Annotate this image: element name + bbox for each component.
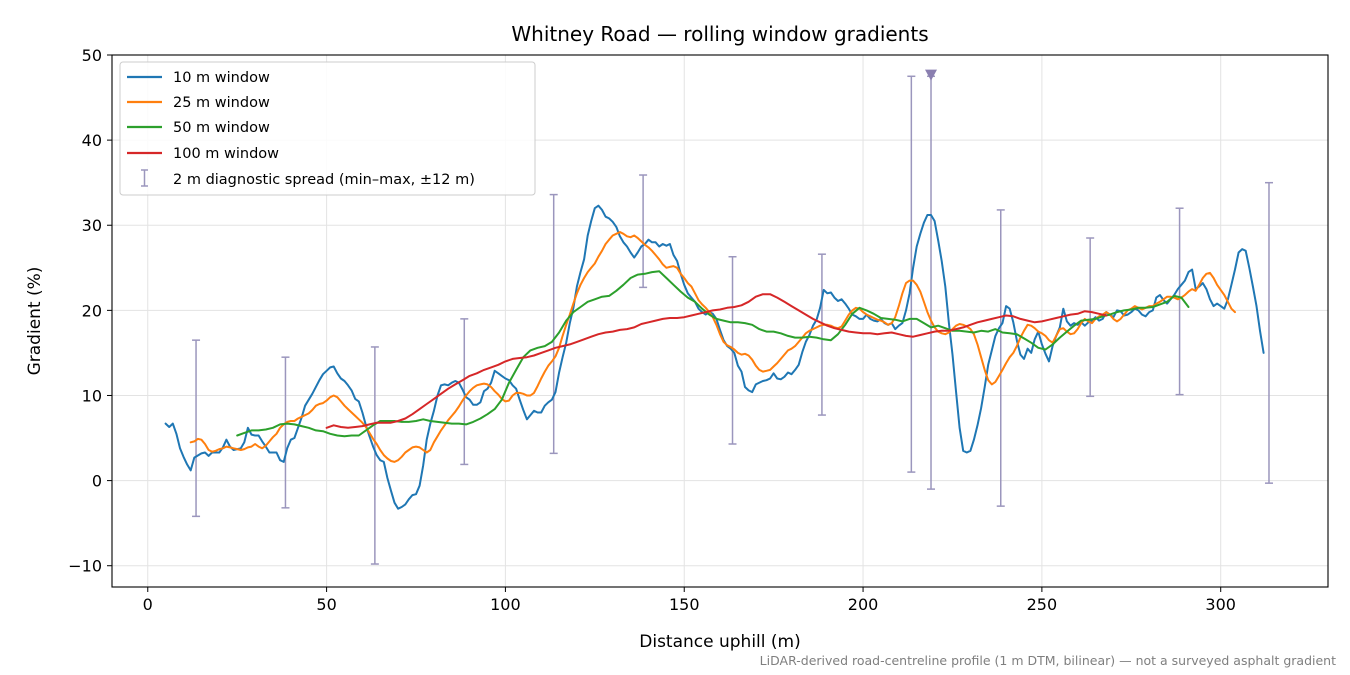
legend-label-50m: 50 m window <box>173 120 270 136</box>
legend-label-errorbar: 2 m diagnostic spread (min–max, ±12 m) <box>173 172 475 188</box>
x-tick-label: 200 <box>848 595 879 614</box>
legend-swatch-errorbar <box>141 169 148 187</box>
errorbar <box>192 339 201 518</box>
y-tick-label: 50 <box>82 46 102 65</box>
legend-label-100m: 100 m window <box>173 146 279 162</box>
errorbar <box>549 193 558 455</box>
x-tick-label: 50 <box>316 595 336 614</box>
y-tick-label: 30 <box>82 216 102 235</box>
x-tick-label: 0 <box>143 595 153 614</box>
errorbar <box>1264 181 1273 484</box>
footnote: LiDAR-derived road-centreline profile (1… <box>760 653 1336 668</box>
peak-marker <box>925 69 938 81</box>
errorbar <box>817 253 826 416</box>
errorbar <box>639 174 648 289</box>
series-line-10-m-window <box>164 204 1265 510</box>
errorbar <box>281 356 290 509</box>
series-line-100-m-window <box>325 293 1108 429</box>
chart-title: Whitney Road — rolling window gradients <box>511 22 928 46</box>
x-tick-label: 250 <box>1027 595 1058 614</box>
errorbar <box>370 346 379 565</box>
legend-box <box>119 61 536 196</box>
x-axis-title: Distance uphill (m) <box>639 632 800 652</box>
x-axis-ticks: 0 50 100 150 200 250 300 <box>143 587 1236 614</box>
legend-label-10m: 10 m window <box>173 70 270 86</box>
errorbar <box>1086 237 1095 398</box>
x-tick-label: 300 <box>1205 595 1236 614</box>
x-tick-label: 100 <box>490 595 521 614</box>
legend: 10 m window 25 m window 50 m window 100 … <box>119 61 536 196</box>
y-tick-label: −10 <box>68 557 102 576</box>
y-axis-ticks: −10 0 10 20 30 40 50 <box>68 46 112 576</box>
y-tick-label: 40 <box>82 131 102 150</box>
errorbar-layer <box>192 75 1273 565</box>
legend-label-25m: 25 m window <box>173 95 270 111</box>
y-tick-label: 0 <box>92 472 102 491</box>
x-tick-label: 150 <box>669 595 700 614</box>
y-tick-label: 20 <box>82 301 102 320</box>
plot-frame <box>111 54 1329 588</box>
series-layer <box>164 204 1265 510</box>
errorbar <box>1175 207 1184 396</box>
y-tick-label: 10 <box>82 386 102 405</box>
y-axis-title: Gradient (%) <box>25 267 45 376</box>
marker-layer <box>925 69 938 81</box>
errorbar <box>996 209 1005 507</box>
